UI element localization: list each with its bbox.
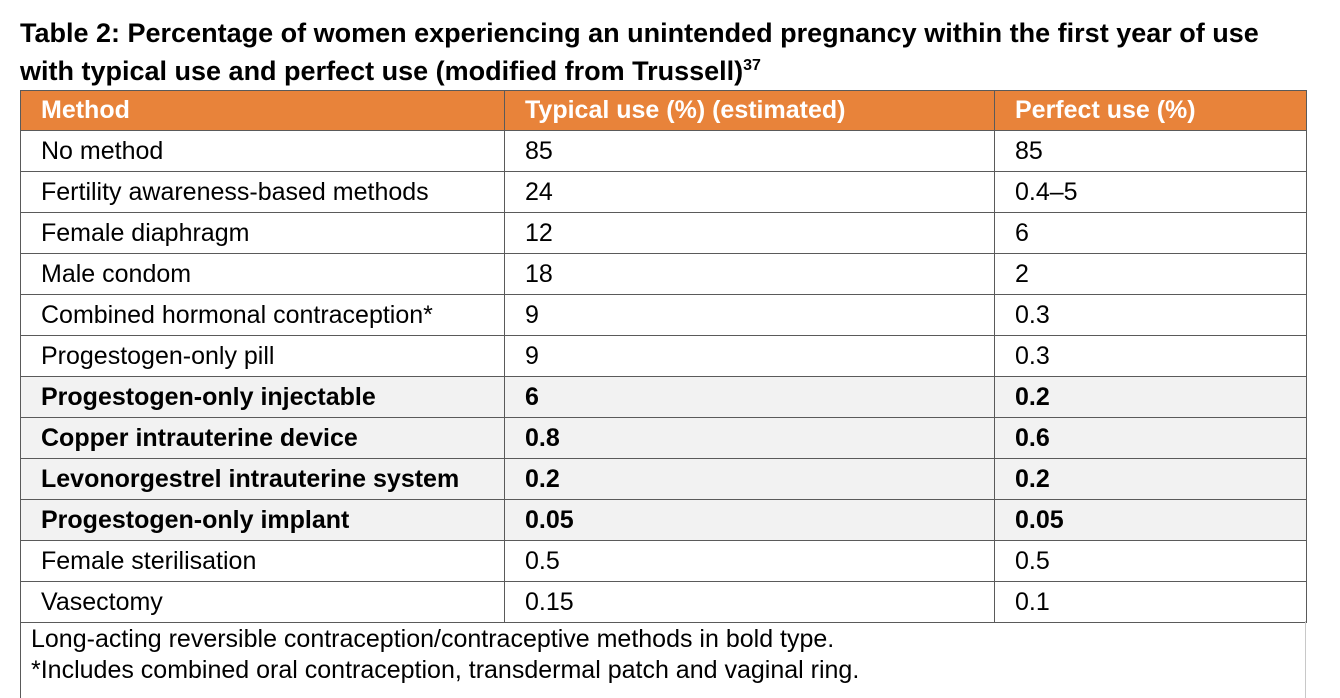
table-row: Progestogen-only implant 0.05 0.05 [20, 499, 1307, 541]
table-row: Copper intrauterine device 0.8 0.6 [20, 417, 1307, 459]
cell-typical-use: 0.15 [504, 581, 995, 623]
cell-method: No method [20, 130, 505, 172]
column-header-typical-use: Typical use (%) (estimated) [504, 90, 995, 131]
cell-typical-use: 18 [504, 253, 995, 295]
table-footnotes: Long-acting reversible contraception/con… [20, 621, 1306, 698]
column-header-perfect-use: Perfect use (%) [994, 90, 1307, 131]
table-row: Combined hormonal contraception* 9 0.3 [20, 294, 1307, 336]
cell-typical-use: 0.05 [504, 499, 995, 541]
cell-typical-use: 9 [504, 294, 995, 336]
footnote-larc: Long-acting reversible contraception/con… [31, 625, 835, 653]
cell-typical-use: 0.2 [504, 458, 995, 500]
cell-perfect-use: 0.05 [994, 499, 1307, 541]
cell-typical-use: 0.5 [504, 540, 995, 582]
cell-typical-use: 24 [504, 171, 995, 213]
contraception-table: Method Typical use (%) (estimated) Perfe… [20, 90, 1307, 623]
cell-method: Progestogen-only implant [20, 499, 505, 541]
table-title-text: Table 2: Percentage of women experiencin… [20, 18, 1259, 86]
cell-method: Vasectomy [20, 581, 505, 623]
cell-typical-use: 9 [504, 335, 995, 377]
table-row: No method 85 85 [20, 130, 1307, 172]
cell-perfect-use: 0.2 [994, 376, 1307, 418]
cell-method: Combined hormonal contraception* [20, 294, 505, 336]
cell-perfect-use: 0.1 [994, 581, 1307, 623]
cell-method: Male condom [20, 253, 505, 295]
cell-perfect-use: 0.3 [994, 335, 1307, 377]
cell-method: Female sterilisation [20, 540, 505, 582]
cell-method: Progestogen-only pill [20, 335, 505, 377]
cell-perfect-use: 0.3 [994, 294, 1307, 336]
cell-method: Female diaphragm [20, 212, 505, 254]
cell-method: Progestogen-only injectable [20, 376, 505, 418]
cell-typical-use: 6 [504, 376, 995, 418]
cell-perfect-use: 6 [994, 212, 1307, 254]
cell-perfect-use: 0.5 [994, 540, 1307, 582]
table-title: Table 2: Percentage of women experiencin… [20, 14, 1320, 90]
cell-method: Levonorgestrel intrauterine system [20, 458, 505, 500]
table-row: Progestogen-only pill 9 0.3 [20, 335, 1307, 377]
cell-perfect-use: 0.4–5 [994, 171, 1307, 213]
cell-perfect-use: 0.2 [994, 458, 1307, 500]
table-row: Vasectomy 0.15 0.1 [20, 581, 1307, 623]
cell-typical-use: 85 [504, 130, 995, 172]
cell-method: Fertility awareness-based methods [20, 171, 505, 213]
citation-superscript: 37 [743, 57, 761, 74]
cell-method: Copper intrauterine device [20, 417, 505, 459]
footnote-combined-hormonal: *Includes combined oral contraception, t… [31, 656, 860, 684]
contraception-table-container: Method Typical use (%) (estimated) Perfe… [20, 90, 1307, 623]
table-row: Progestogen-only injectable 6 0.2 [20, 376, 1307, 418]
table-row: Fertility awareness-based methods 24 0.4–5 [20, 171, 1307, 213]
header-row: Method Typical use (%) (estimated) Perfe… [20, 90, 1307, 131]
table-row: Female sterilisation 0.5 0.5 [20, 540, 1307, 582]
table-row: Male condom 18 2 [20, 253, 1307, 295]
cell-typical-use: 12 [504, 212, 995, 254]
table-row: Levonorgestrel intrauterine system 0.2 0.2 [20, 458, 1307, 500]
table-row: Female diaphragm 12 6 [20, 212, 1307, 254]
cell-perfect-use: 85 [994, 130, 1307, 172]
table-header: Method Typical use (%) (estimated) Perfe… [20, 90, 1307, 131]
cell-typical-use: 0.8 [504, 417, 995, 459]
column-header-method: Method [20, 90, 505, 131]
table-body: No method 85 85 Fertility awareness-based m… [20, 130, 1307, 623]
cell-perfect-use: 0.6 [994, 417, 1307, 459]
cell-perfect-use: 2 [994, 253, 1307, 295]
